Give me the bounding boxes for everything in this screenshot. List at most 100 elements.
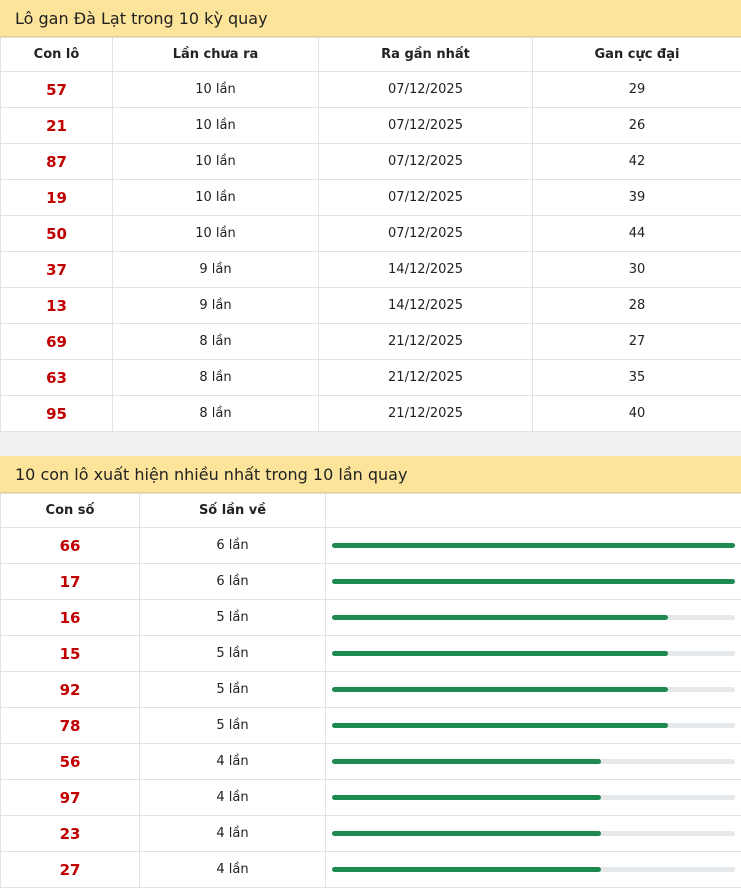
last-date: 21/12/2025	[319, 360, 533, 396]
column-header: Ra gần nhất	[319, 38, 533, 72]
last-date: 07/12/2025	[319, 108, 533, 144]
frequency-bar-cell	[326, 780, 741, 816]
appearance-count: 5 lần	[140, 636, 326, 672]
missed-count: 10 lần	[113, 144, 319, 180]
lo-number: 16	[1, 600, 140, 636]
frequency-bar-cell	[326, 816, 741, 852]
lo-number: 19	[1, 180, 113, 216]
frequency-bar-cell	[326, 600, 741, 636]
appearance-count: 4 lần	[140, 816, 326, 852]
missed-count: 10 lần	[113, 108, 319, 144]
appearance-count: 5 lần	[140, 708, 326, 744]
frequency-bar-fill	[332, 543, 735, 548]
frequency-bar-track	[332, 579, 735, 584]
appearance-count: 4 lần	[140, 852, 326, 888]
frequency-bar-fill	[332, 795, 601, 800]
max-gap: 26	[533, 108, 741, 144]
column-header: Số lần về	[140, 494, 326, 528]
column-header: Con lô	[1, 38, 113, 72]
section-title: Lô gan Đà Lạt trong 10 kỳ quay	[0, 0, 741, 37]
frequency-bar-fill	[332, 723, 668, 728]
max-gap: 35	[533, 360, 741, 396]
lo-number: 57	[1, 72, 113, 108]
lo-gan-table: Con lô Lần chưa ra Ra gần nhất Gan cực đ…	[0, 37, 741, 432]
appearance-count: 6 lần	[140, 564, 326, 600]
last-date: 21/12/2025	[319, 324, 533, 360]
frequency-bar-track	[332, 867, 735, 872]
max-gap: 28	[533, 288, 741, 324]
frequency-bar-cell	[326, 672, 741, 708]
max-gap: 30	[533, 252, 741, 288]
max-gap: 42	[533, 144, 741, 180]
lo-number: 87	[1, 144, 113, 180]
section-title: 10 con lô xuất hiện nhiều nhất trong 10 …	[0, 456, 741, 493]
appearance-count: 5 lần	[140, 600, 326, 636]
frequency-bar-track	[332, 615, 735, 620]
max-gap: 29	[533, 72, 741, 108]
frequency-bar-cell	[326, 636, 741, 672]
frequency-bar-cell	[326, 708, 741, 744]
appearance-count: 6 lần	[140, 528, 326, 564]
missed-count: 10 lần	[113, 216, 319, 252]
lo-number: 56	[1, 744, 140, 780]
frequency-bar-track	[332, 795, 735, 800]
last-date: 21/12/2025	[319, 396, 533, 432]
missed-count: 8 lần	[113, 324, 319, 360]
column-header	[326, 494, 741, 528]
lo-number: 50	[1, 216, 113, 252]
lo-number: 21	[1, 108, 113, 144]
max-gap: 27	[533, 324, 741, 360]
appearance-count: 5 lần	[140, 672, 326, 708]
frequency-bar-track	[332, 651, 735, 656]
frequency-bar-cell	[326, 744, 741, 780]
max-gap: 44	[533, 216, 741, 252]
frequency-bar-fill	[332, 759, 601, 764]
lo-number: 63	[1, 360, 113, 396]
frequency-bar-fill	[332, 615, 668, 620]
lo-number: 92	[1, 672, 140, 708]
frequency-bar-fill	[332, 651, 668, 656]
table-header-row: Con lô Lần chưa ra Ra gần nhất Gan cực đ…	[1, 38, 741, 72]
last-date: 07/12/2025	[319, 180, 533, 216]
frequency-bar-track	[332, 687, 735, 692]
lo-number: 78	[1, 708, 140, 744]
most-frequent-section: 10 con lô xuất hiện nhiều nhất trong 10 …	[0, 456, 741, 888]
frequency-bar-cell	[326, 852, 741, 888]
frequency-bar-fill	[332, 579, 735, 584]
max-gap: 40	[533, 396, 741, 432]
last-date: 07/12/2025	[319, 72, 533, 108]
missed-count: 9 lần	[113, 252, 319, 288]
frequency-bar-fill	[332, 867, 601, 872]
lo-number: 15	[1, 636, 140, 672]
lo-number: 97	[1, 780, 140, 816]
appearance-count: 4 lần	[140, 744, 326, 780]
column-header: Lần chưa ra	[113, 38, 319, 72]
lo-number: 17	[1, 564, 140, 600]
missed-count: 10 lần	[113, 180, 319, 216]
lo-number: 37	[1, 252, 113, 288]
missed-count: 8 lần	[113, 396, 319, 432]
lo-number: 66	[1, 528, 140, 564]
missed-count: 10 lần	[113, 72, 319, 108]
missed-count: 8 lần	[113, 360, 319, 396]
frequency-bar-track	[332, 759, 735, 764]
last-date: 07/12/2025	[319, 144, 533, 180]
